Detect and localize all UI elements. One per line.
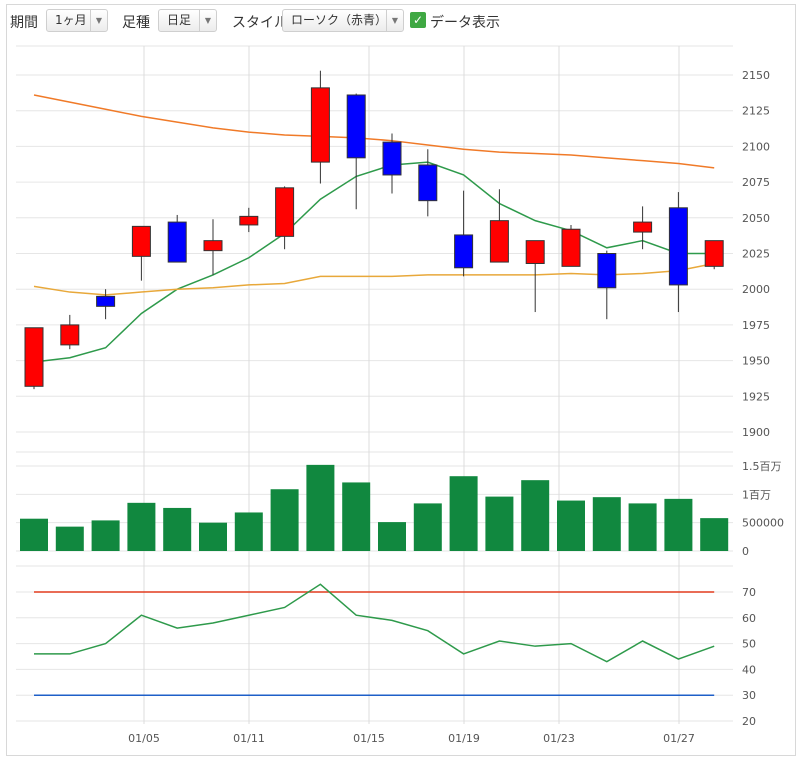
candle-body xyxy=(704,240,724,267)
candle-body xyxy=(668,207,688,286)
rsi-tick-label: 20 xyxy=(742,715,756,728)
volume-bar xyxy=(700,518,729,551)
volume-bar xyxy=(342,482,371,551)
volume-bar xyxy=(378,522,406,551)
volume-bar xyxy=(55,526,84,551)
volume-bar xyxy=(485,496,514,551)
price-panel xyxy=(24,70,724,390)
candle-body xyxy=(382,141,402,176)
date-tick-label: 01/19 xyxy=(448,732,480,745)
price-tick-label: 2075 xyxy=(742,176,770,189)
volume-tick-label: 500000 xyxy=(742,517,784,530)
volume-bar xyxy=(163,507,192,551)
chevron-down-icon: ▼ xyxy=(386,10,403,31)
volume-bar xyxy=(306,464,335,551)
date-tick-label: 01/27 xyxy=(663,732,695,745)
grid xyxy=(16,45,733,724)
volume-bar xyxy=(199,522,227,551)
show-data-checkbox[interactable]: ✓ xyxy=(410,12,426,28)
ma-long-line xyxy=(33,94,715,169)
volume-tick-label: 1.5百万 xyxy=(742,460,782,473)
candle-body xyxy=(24,327,44,387)
candle-body xyxy=(96,295,116,307)
show-data-label: データ表示 xyxy=(430,15,500,31)
candle-body xyxy=(310,87,330,163)
period-select[interactable]: 1ヶ月 ▼ xyxy=(46,9,108,32)
price-tick-label: 2050 xyxy=(742,212,770,225)
rsi-tick-label: 30 xyxy=(742,689,756,702)
price-tick-label: 2100 xyxy=(742,140,770,153)
candle-body xyxy=(418,164,438,202)
volume-tick-label: 1百万 xyxy=(742,488,771,501)
price-tick-label: 2150 xyxy=(742,69,770,82)
price-tick-label: 2025 xyxy=(742,248,770,261)
candle-body xyxy=(454,234,474,269)
price-tick-label: 1925 xyxy=(742,390,770,403)
price-tick-label: 1900 xyxy=(742,426,770,439)
price-tick-label: 2000 xyxy=(742,283,770,296)
interval-value: 日足 xyxy=(167,13,192,27)
price-tick-label: 1950 xyxy=(742,355,770,368)
price-tick-label: 2125 xyxy=(742,105,770,118)
toolbar: 期間 1ヶ月 ▼ 足種 日足 ▼ スタイル ローソク（赤青） ▼ ✓ データ表示 xyxy=(6,6,794,36)
style-select[interactable]: ローソク（赤青） ▼ xyxy=(282,9,404,32)
volume-bar xyxy=(127,502,156,551)
rsi-tick-label: 50 xyxy=(742,638,756,651)
style-value: ローソク（赤青） xyxy=(291,13,388,27)
volume-bar xyxy=(557,500,585,551)
date-tick-label: 01/15 xyxy=(353,732,385,745)
rsi-panel xyxy=(34,583,715,696)
volume-bar xyxy=(234,512,263,551)
interval-select[interactable]: 日足 ▼ xyxy=(158,9,217,32)
candle-body xyxy=(275,187,295,237)
volume-bar xyxy=(20,518,48,551)
volume-bar xyxy=(449,476,478,551)
candle-body xyxy=(597,253,617,289)
volume-bar xyxy=(413,503,442,551)
style-label: スタイル xyxy=(232,15,288,31)
interval-label: 足種 xyxy=(122,15,150,31)
axis-labels: 1900192519501975200020252050207521002125… xyxy=(128,69,784,745)
volume-bar xyxy=(664,498,693,551)
rsi-tick-label: 70 xyxy=(742,586,756,599)
candle-body xyxy=(633,221,653,233)
chart-panel xyxy=(6,4,796,756)
candle-body xyxy=(561,228,581,267)
candle-body xyxy=(489,220,509,263)
candle-body xyxy=(60,324,80,346)
candle-body xyxy=(167,221,187,263)
price-tick-label: 1975 xyxy=(742,319,770,332)
volume-panel xyxy=(20,464,729,551)
volume-bar xyxy=(592,497,621,551)
period-label: 期間 xyxy=(10,15,38,31)
candle-body xyxy=(239,215,259,226)
volume-bar xyxy=(521,480,550,551)
candle-body xyxy=(346,94,366,159)
volume-bar xyxy=(270,489,299,551)
volume-bar xyxy=(91,520,120,551)
volume-bar xyxy=(628,503,657,551)
candle-body xyxy=(203,240,223,252)
date-tick-label: 01/05 xyxy=(128,732,160,745)
candle-body xyxy=(525,240,545,264)
chevron-down-icon: ▼ xyxy=(90,10,107,31)
ma-short-line xyxy=(33,161,715,363)
rsi-tick-label: 60 xyxy=(742,612,756,625)
date-tick-label: 01/23 xyxy=(543,732,575,745)
candle-body xyxy=(131,225,151,257)
chevron-down-icon: ▼ xyxy=(199,10,216,31)
period-value: 1ヶ月 xyxy=(55,13,87,27)
date-tick-label: 01/11 xyxy=(233,732,265,745)
rsi-line xyxy=(34,583,715,663)
rsi-tick-label: 40 xyxy=(742,663,756,676)
volume-tick-label: 0 xyxy=(742,545,749,558)
